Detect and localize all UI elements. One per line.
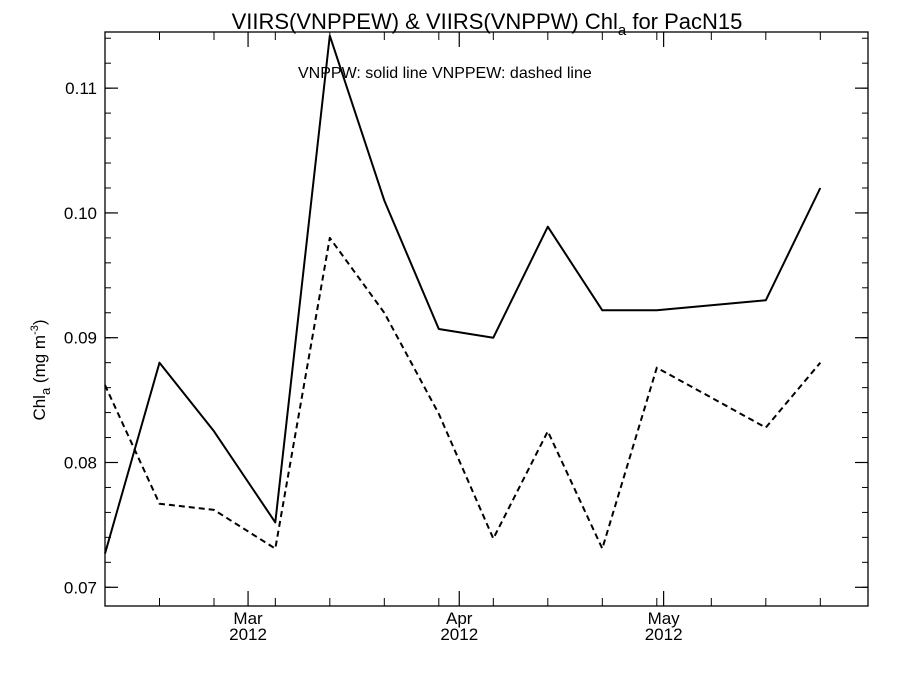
series-line-dashed [104, 236, 822, 550]
series [104, 34, 822, 554]
y-axis-label: Chla (mg m-3) [29, 319, 53, 420]
y-tick-label: 0.11 [65, 79, 97, 98]
y-tick-label: 0.07 [64, 578, 97, 597]
series-line-solid [104, 34, 822, 554]
x-tick-label-year: 2012 [645, 625, 683, 644]
x-tick-label-month: Apr [446, 609, 473, 628]
y-axis-label-superscript: -3 [29, 325, 41, 335]
y-tick-label: 0.10 [64, 204, 97, 223]
y-tick-label: 0.09 [64, 329, 97, 348]
chart-title-main: VIIRS(VNPPEW) & VIIRS(VNPPW) Chl [232, 9, 618, 34]
x-tick-label-year: 2012 [229, 625, 267, 644]
x-tick-label-month: May [648, 609, 681, 628]
y-tick-label: 0.08 [64, 454, 97, 473]
plot-frame [104, 31, 869, 607]
chart-title: VIIRS(VNPPEW) & VIIRS(VNPPW) Chla for Pa… [232, 9, 743, 39]
ticks: 0.070.080.090.100.11Mar2012Apr2012May201… [64, 32, 868, 644]
chart-title-end: for PacN15 [626, 9, 742, 34]
legend-annotation: VNPPW: solid line VNPPEW: dashed line [298, 65, 592, 82]
x-tick-label-month: Mar [233, 609, 263, 628]
y-axis-label-subscript: a [38, 387, 53, 395]
y-axis-label-main: Chl [30, 395, 49, 421]
x-tick-label-year: 2012 [440, 625, 478, 644]
y-axis-label-close: ) [30, 319, 49, 325]
chart-title-subscript: a [618, 22, 627, 39]
y-axis-label-unit: (mg m [30, 335, 49, 388]
